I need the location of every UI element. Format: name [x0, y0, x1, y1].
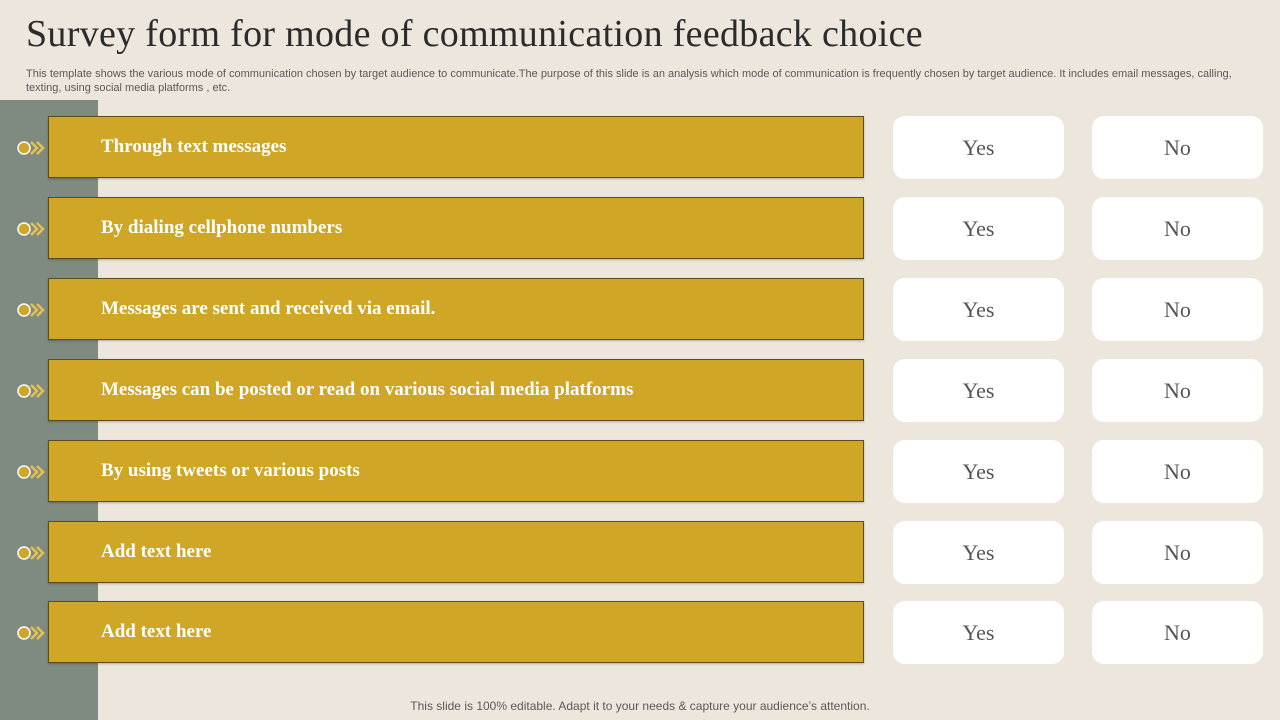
option-label: Messages are sent and received via email…	[101, 298, 436, 319]
option-label: Messages can be posted or read on variou…	[101, 379, 634, 400]
no-button[interactable]: No	[1092, 440, 1263, 503]
yes-button[interactable]: Yes	[893, 601, 1064, 664]
survey-row: Messages can be posted or read on variou…	[0, 359, 1280, 423]
yes-button[interactable]: Yes	[893, 521, 1064, 584]
circle-chevrons-icon	[16, 140, 48, 156]
page-description: This template shows the various mode of …	[26, 68, 1232, 94]
circle-chevrons-icon	[16, 383, 48, 399]
option-label: Add text here	[101, 621, 212, 642]
survey-row: By dialing cellphone numbers Yes No	[0, 197, 1280, 261]
option-bar: By dialing cellphone numbers	[48, 197, 864, 259]
yes-button[interactable]: Yes	[893, 440, 1064, 503]
no-button[interactable]: No	[1092, 278, 1263, 341]
option-bar: Messages can be posted or read on variou…	[48, 359, 864, 421]
circle-chevrons-icon	[16, 302, 48, 318]
no-button[interactable]: No	[1092, 359, 1263, 422]
option-bar: Add text here	[48, 601, 864, 663]
option-label: Through text messages	[101, 136, 287, 157]
circle-chevrons-icon	[16, 545, 48, 561]
yes-button[interactable]: Yes	[893, 116, 1064, 179]
survey-row: Through text messages Yes No	[0, 116, 1280, 180]
option-bar: Through text messages	[48, 116, 864, 178]
option-label: By using tweets or various posts	[101, 460, 360, 481]
no-button[interactable]: No	[1092, 116, 1263, 179]
no-button[interactable]: No	[1092, 601, 1263, 664]
option-bar: By using tweets or various posts	[48, 440, 864, 502]
circle-chevrons-icon	[16, 625, 48, 641]
footer-note: This slide is 100% editable. Adapt it to…	[410, 699, 870, 713]
circle-chevrons-icon	[16, 464, 48, 480]
page-title: Survey form for mode of communication fe…	[26, 13, 923, 55]
yes-button[interactable]: Yes	[893, 197, 1064, 260]
survey-row: Add text here Yes No	[0, 601, 1280, 665]
yes-button[interactable]: Yes	[893, 278, 1064, 341]
option-label: By dialing cellphone numbers	[101, 217, 343, 238]
survey-row: By using tweets or various posts Yes No	[0, 440, 1280, 504]
survey-row: Add text here Yes No	[0, 521, 1280, 585]
yes-button[interactable]: Yes	[893, 359, 1064, 422]
option-bar: Messages are sent and received via email…	[48, 278, 864, 340]
survey-row: Messages are sent and received via email…	[0, 278, 1280, 342]
circle-chevrons-icon	[16, 221, 48, 237]
option-label: Add text here	[101, 541, 212, 562]
no-button[interactable]: No	[1092, 521, 1263, 584]
no-button[interactable]: No	[1092, 197, 1263, 260]
option-bar: Add text here	[48, 521, 864, 583]
